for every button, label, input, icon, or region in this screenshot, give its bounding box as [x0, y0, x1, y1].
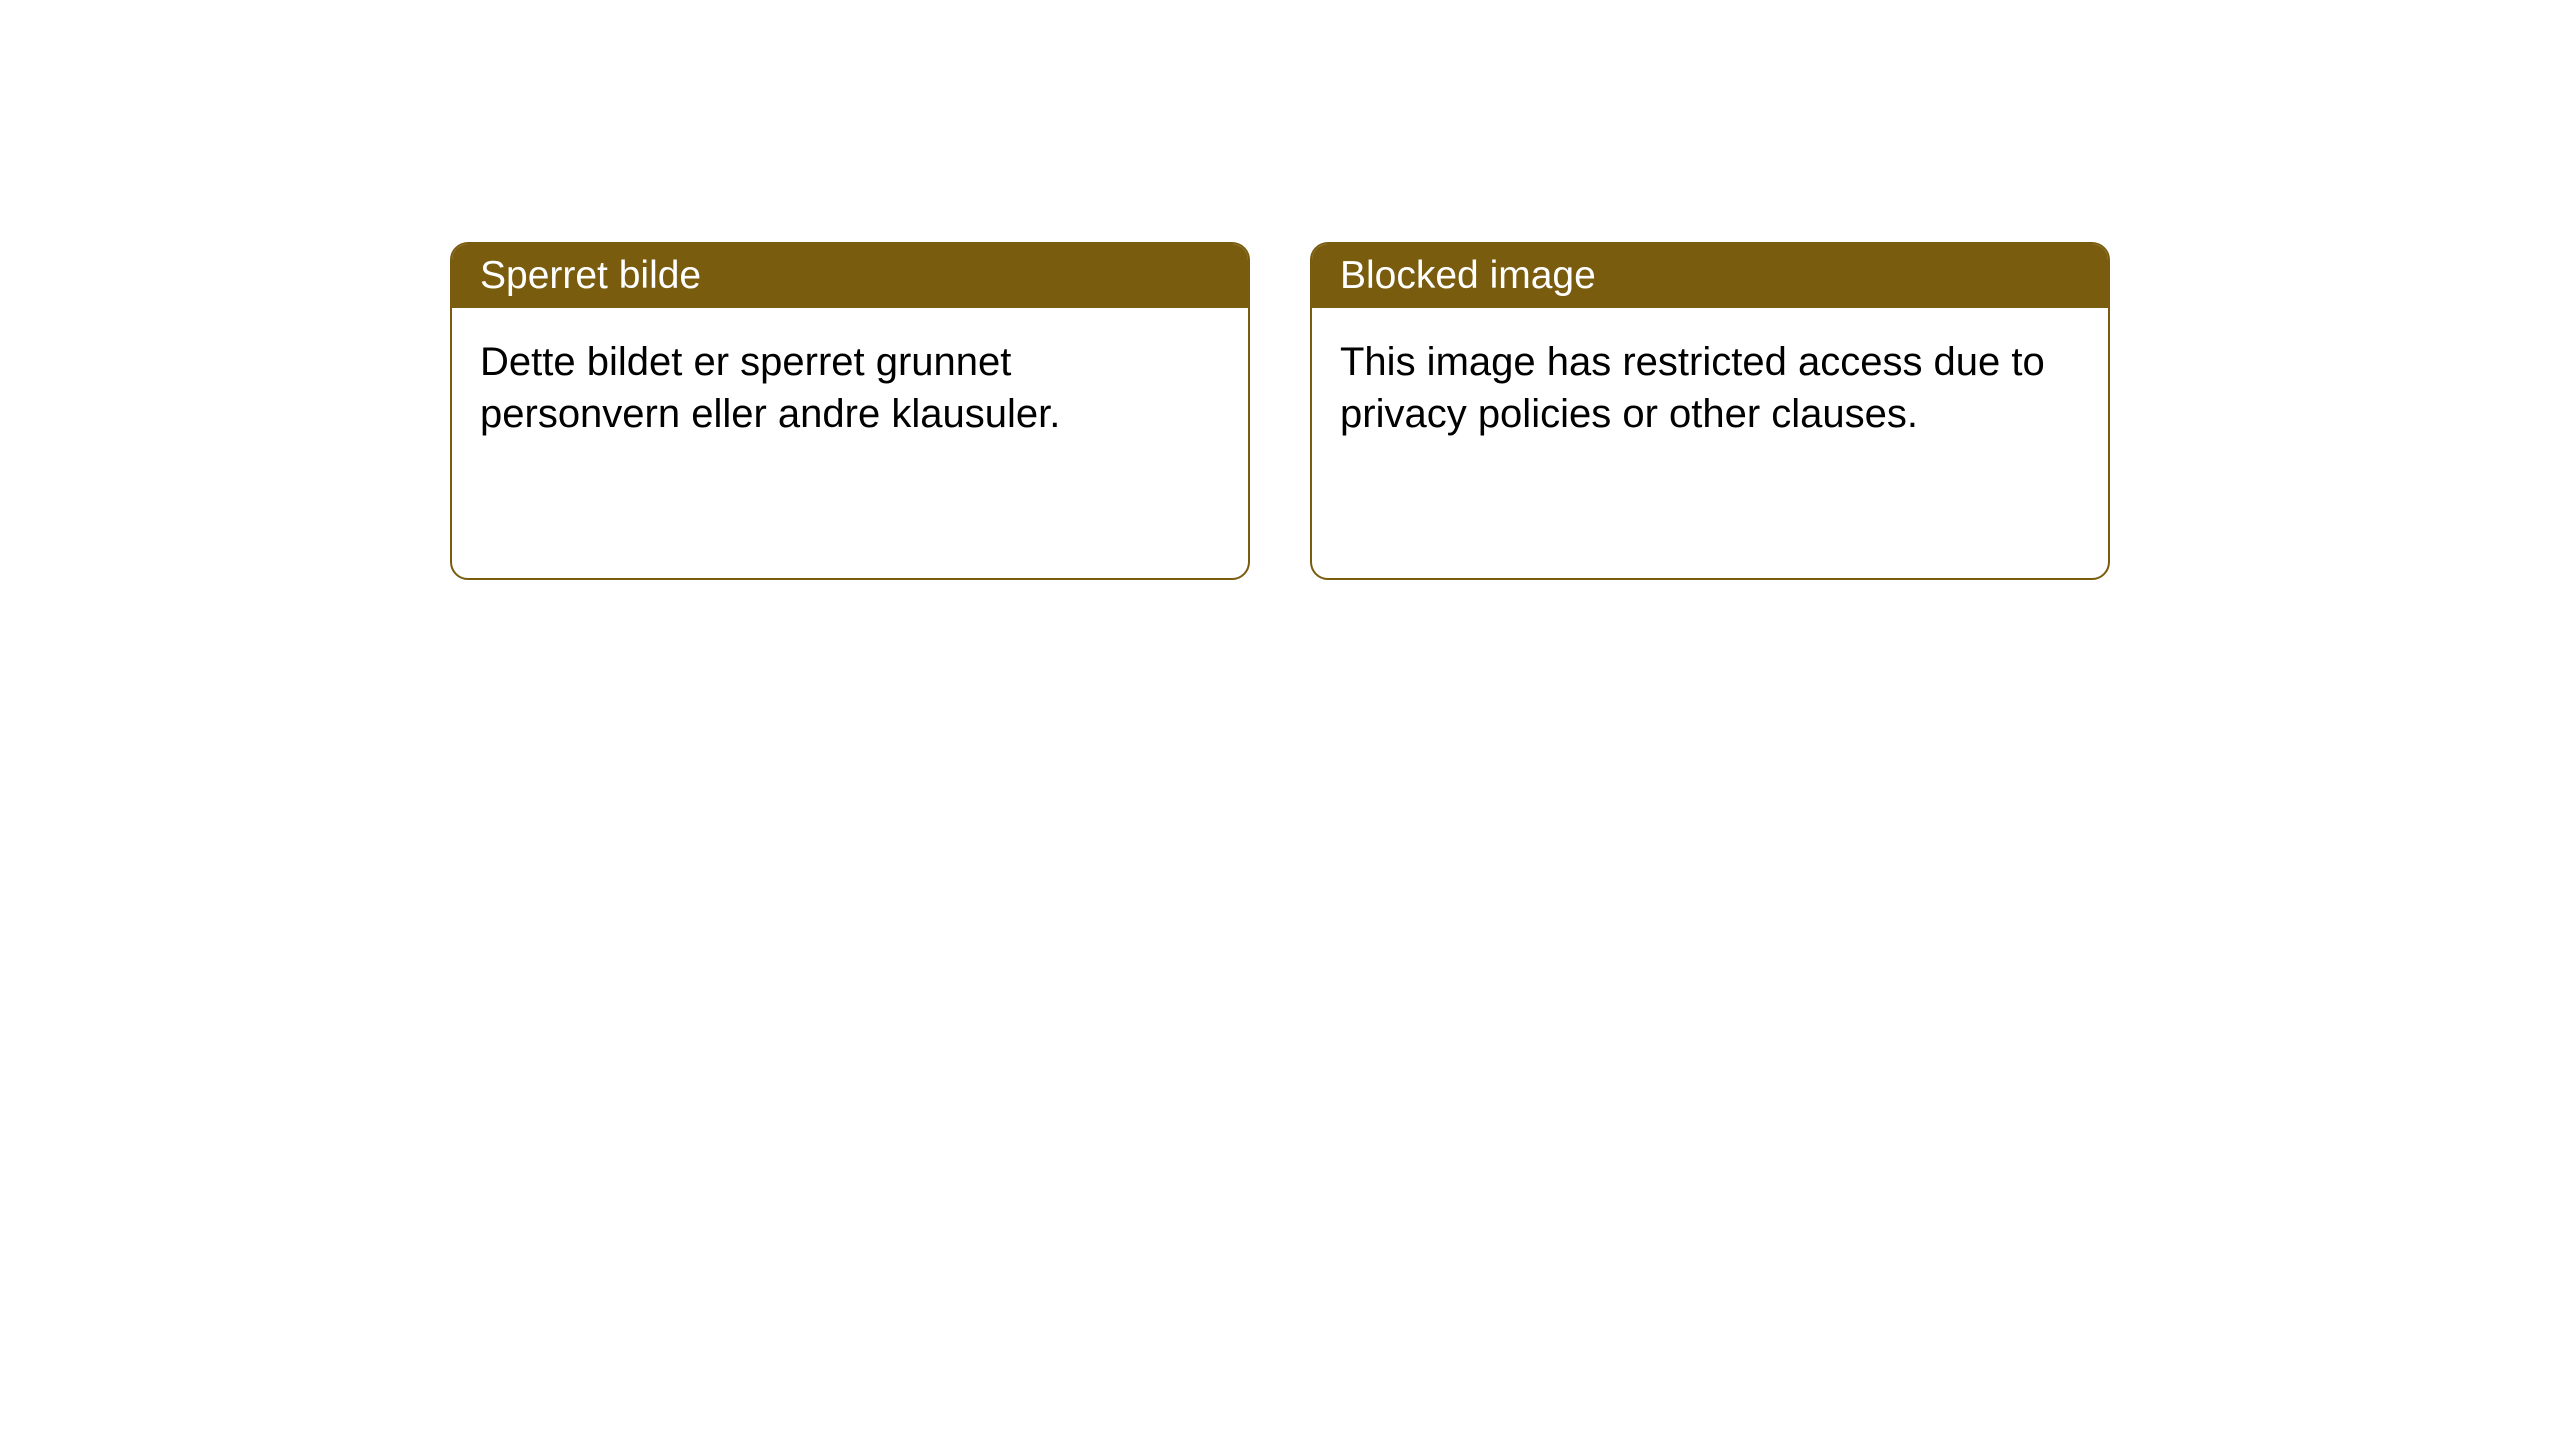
- blocked-image-card-norwegian: Sperret bilde Dette bildet er sperret gr…: [450, 242, 1250, 580]
- card-title: Blocked image: [1340, 254, 1596, 297]
- card-body: This image has restricted access due to …: [1312, 308, 2108, 578]
- notice-cards-container: Sperret bilde Dette bildet er sperret gr…: [0, 0, 2560, 580]
- card-header: Sperret bilde: [452, 244, 1248, 308]
- blocked-image-card-english: Blocked image This image has restricted …: [1310, 242, 2110, 580]
- card-body: Dette bildet er sperret grunnet personve…: [452, 308, 1248, 578]
- card-title: Sperret bilde: [480, 254, 701, 297]
- card-header: Blocked image: [1312, 244, 2108, 308]
- card-message: This image has restricted access due to …: [1340, 336, 2080, 440]
- card-message: Dette bildet er sperret grunnet personve…: [480, 336, 1220, 440]
